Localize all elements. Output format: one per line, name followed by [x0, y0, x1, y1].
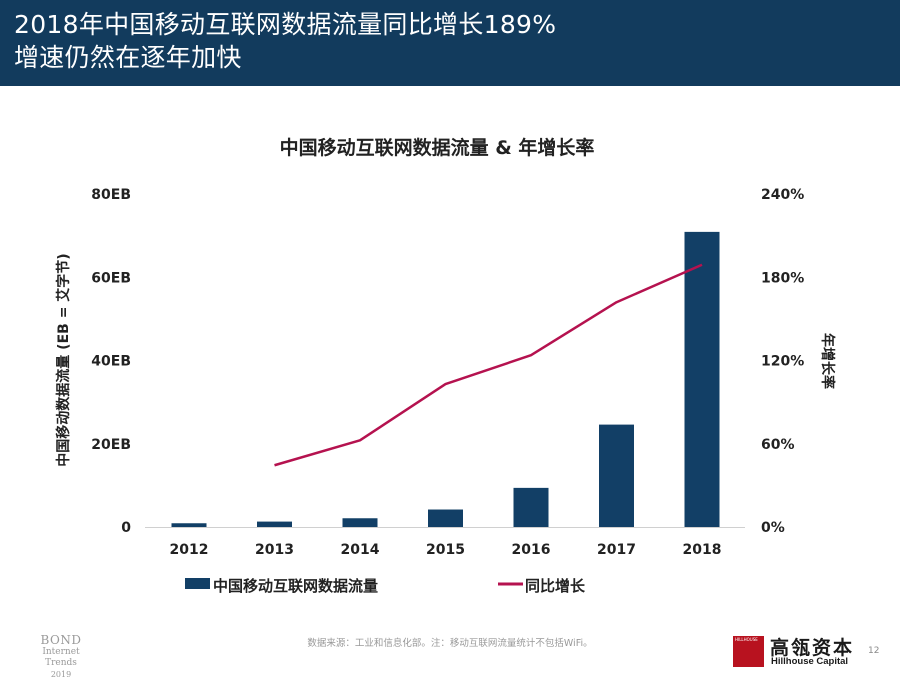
bond-logo-year: 2019	[26, 669, 96, 681]
right-tick-label: 120%	[761, 354, 804, 370]
bar-2013	[257, 522, 292, 527]
slide-title-line-2: 增速仍然在逐年加快	[14, 42, 242, 74]
bond-logo-subtitle: Internet Trends	[26, 647, 96, 669]
source-note: 数据来源：工业和信息化部。注：移动互联网流量统计不包括WiFi。	[250, 635, 650, 649]
legend-line-label: 同比增长	[525, 577, 586, 595]
bar-2015	[428, 510, 463, 527]
slide-title-line-1: 2018年中国移动互联网数据流量同比增长189%	[14, 9, 556, 41]
chart-title: 中国移动互联网数据流量 & 年增长率	[280, 136, 595, 159]
x-tick-label: 2018	[683, 542, 722, 558]
chart-area: 中国移动互联网数据流量 & 年增长率 0 20EB 40EB 60EB 80EB 0% 6…	[0, 86, 900, 626]
page-number: 12	[868, 646, 879, 656]
bar-2016	[514, 488, 549, 527]
line-layer	[274, 265, 702, 466]
legend-bar-swatch	[185, 578, 210, 589]
hillhouse-logo-english: Hillhouse Capital	[771, 656, 848, 667]
bar-2014	[343, 518, 378, 527]
bars-layer	[172, 232, 720, 527]
right-tick-label: 240%	[761, 187, 804, 203]
left-tick-label: 60EB	[91, 270, 131, 286]
x-tick-label: 2015	[426, 542, 465, 558]
x-tick-label: 2013	[255, 542, 294, 558]
right-tick-label: 60%	[761, 437, 795, 453]
right-axis-label: 年增长率	[819, 333, 836, 389]
legend-bar-label: 中国移动互联网数据流量	[213, 577, 378, 595]
left-tick-label: 40EB	[91, 354, 131, 370]
title-banner: 2018年中国移动互联网数据流量同比增长189% 增速仍然在逐年加快	[0, 0, 900, 86]
right-tick-label: 0%	[761, 520, 785, 536]
bar-2017	[599, 425, 634, 527]
right-axis-ticks: 0% 60% 120% 180% 240%	[761, 187, 804, 536]
x-tick-label: 2017	[597, 542, 636, 558]
hillhouse-logo-mark-text: HILLHOUSE	[735, 637, 758, 642]
left-axis-ticks: 0 20EB 40EB 60EB 80EB	[91, 187, 131, 536]
x-axis-ticks: 2012 2013 2014 2015 2016 2017 2018	[170, 542, 722, 558]
bar-2012	[172, 523, 207, 527]
bar-2018	[685, 232, 720, 527]
x-tick-label: 2014	[341, 542, 380, 558]
x-tick-label: 2016	[512, 542, 551, 558]
left-tick-label: 0	[121, 520, 131, 536]
combo-chart: 中国移动互联网数据流量 & 年增长率 0 20EB 40EB 60EB 80EB 0% 6…	[0, 86, 900, 626]
left-axis-label: 中国移动数据流量 (EB = 艾字节)	[55, 253, 72, 466]
bond-logo-name: BOND	[26, 633, 96, 647]
left-tick-label: 20EB	[91, 437, 131, 453]
bond-logo: BOND Internet Trends 2019	[26, 633, 96, 681]
right-tick-label: 180%	[761, 270, 804, 286]
x-tick-label: 2012	[170, 542, 209, 558]
growth-line	[275, 265, 703, 465]
left-tick-label: 80EB	[91, 187, 131, 203]
